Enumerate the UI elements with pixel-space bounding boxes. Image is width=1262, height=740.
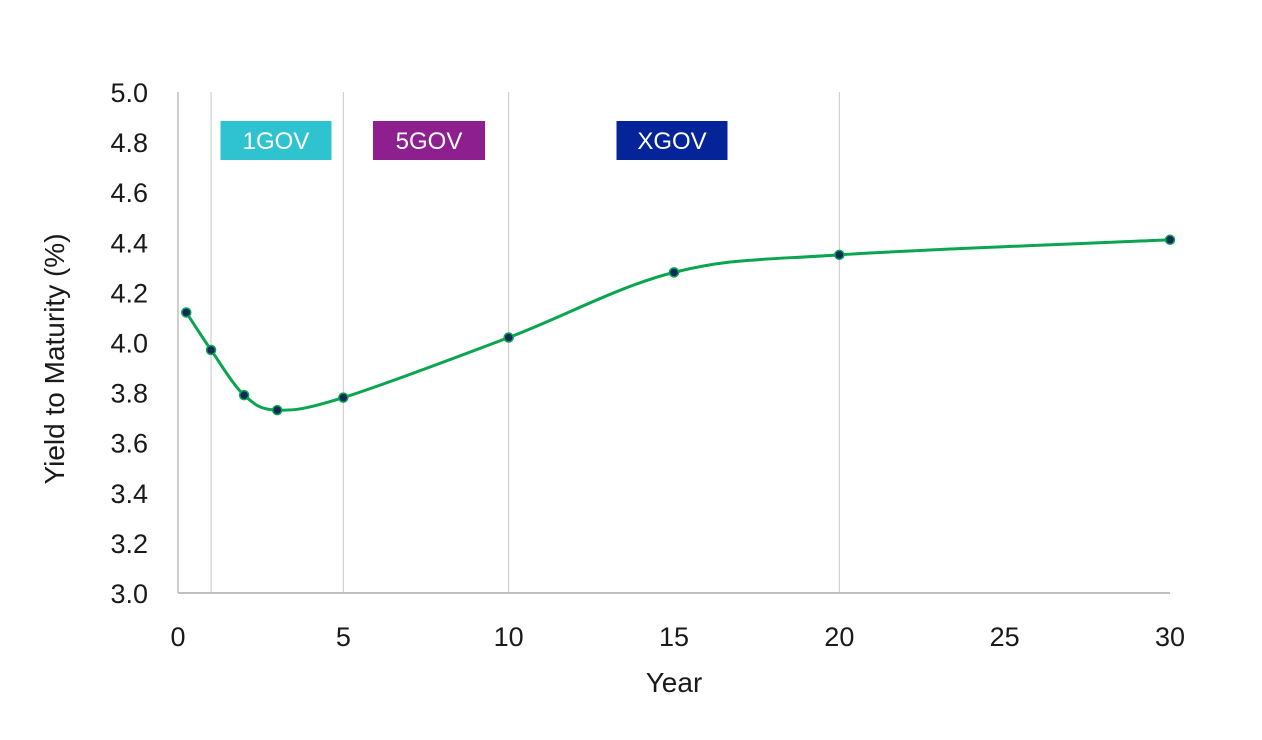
y-tick-label: 5.0: [110, 78, 148, 108]
y-tick-label: 3.2: [110, 529, 148, 559]
data-point: [238, 389, 250, 401]
annotation-1gov-box: [220, 121, 332, 160]
data-point: [668, 267, 680, 278]
x-tick-label: 0: [170, 622, 185, 652]
y-tick-label: 3.6: [110, 429, 148, 459]
data-point: [1164, 234, 1176, 246]
annotation-1gov: 1GOV: [220, 121, 332, 160]
y-tick-label: 3.4: [110, 479, 148, 509]
y-tick-labels: 3.0 3.2 3.4 3.6 3.8 4.0 4.2 4.4 4.6 4.8 5.0: [110, 78, 148, 609]
annotation-5gov-label: 5GOV: [396, 128, 463, 155]
x-tick-label: 15: [659, 622, 689, 652]
data-point: [338, 392, 349, 403]
data-point: [834, 249, 845, 261]
y-tick-label: 4.2: [110, 278, 148, 308]
x-tick-label: 25: [990, 622, 1020, 652]
y-tick-label: 4.4: [110, 228, 148, 258]
x-tick-labels: 0 5 10 15 20 25 30: [170, 622, 1185, 652]
annotation-xgov-label: XGOV: [637, 128, 706, 155]
series-line: [185, 238, 1171, 412]
data-point: [503, 332, 514, 343]
x-tick-label: 20: [824, 622, 854, 652]
annotation-5gov-box: [373, 121, 485, 160]
series-markers: [181, 234, 1176, 416]
x-axis-title: Year: [646, 667, 703, 698]
data-point: [271, 404, 283, 416]
annotation-xgov: XGOV: [616, 121, 728, 160]
y-tick-label: 4.6: [110, 178, 148, 208]
y-axis-title: Yield to Maturity (%): [39, 233, 70, 484]
y-tick-label: 4.0: [110, 329, 148, 359]
annotation-layer: 1GOV 5GOV XGOV: [220, 121, 728, 160]
x-tick-label: 10: [494, 622, 524, 652]
data-point: [181, 307, 192, 318]
x-tick-label: 5: [336, 622, 351, 652]
y-tick-label: 4.8: [110, 128, 148, 158]
data-point: [205, 344, 217, 356]
grid-layer: [210, 92, 840, 593]
annotation-5gov: 5GOV: [373, 121, 485, 160]
y-tick-label: 3.0: [110, 579, 148, 609]
annotation-1gov-label: 1GOV: [243, 128, 310, 155]
annotation-xgov-box: [616, 121, 728, 160]
x-tick-label: 30: [1155, 622, 1185, 652]
y-tick-label: 3.8: [110, 379, 148, 409]
